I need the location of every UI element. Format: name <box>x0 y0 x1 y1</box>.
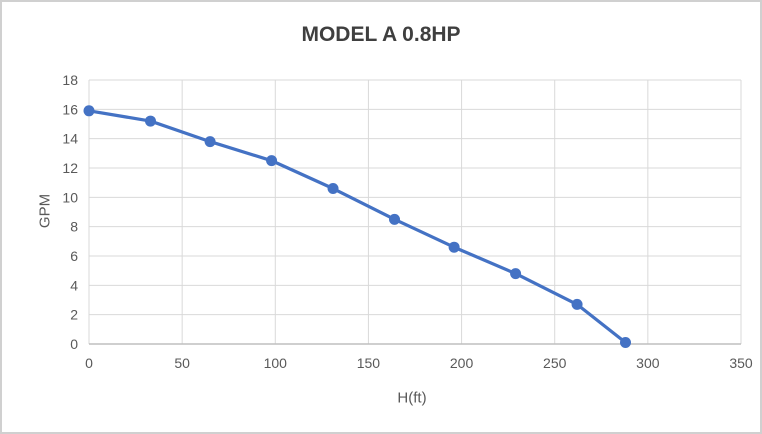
y-tick-label: 18 <box>62 72 78 88</box>
x-tick-label: 350 <box>729 355 753 371</box>
y-tick-label: 10 <box>62 189 78 205</box>
data-point-marker <box>83 105 95 117</box>
data-point-marker <box>448 241 460 253</box>
x-tick-label: 250 <box>543 355 567 371</box>
x-tick-label: 150 <box>357 355 381 371</box>
x-tick-label: 300 <box>636 355 660 371</box>
data-point-marker <box>389 213 401 225</box>
chart-title: MODEL A 0.8HP <box>301 23 461 46</box>
y-tick-label: 8 <box>70 219 78 235</box>
data-point-marker <box>144 115 156 127</box>
data-point-marker <box>620 337 632 349</box>
x-tick-label: 0 <box>85 355 93 371</box>
series-line <box>87 109 628 345</box>
y-tick-label: 4 <box>70 277 78 293</box>
y-axis-title: GPM <box>36 193 54 229</box>
y-tick-label: 12 <box>62 160 78 176</box>
data-point-marker <box>204 136 216 148</box>
data-point-marker <box>510 268 522 280</box>
data-point-marker <box>327 183 339 195</box>
y-tick-label: 0 <box>70 336 78 352</box>
y-tick-label: 2 <box>70 307 78 323</box>
x-tick-label: 50 <box>174 355 190 371</box>
x-axis-title: H(ft) <box>397 389 427 407</box>
x-tick-label: 100 <box>264 355 288 371</box>
data-point-marker <box>571 298 583 310</box>
y-tick-label: 6 <box>70 248 78 264</box>
y-tick-label: 16 <box>62 101 78 117</box>
x-tick-label: 200 <box>450 355 474 371</box>
data-point-marker <box>266 155 278 167</box>
y-tick-label: 14 <box>62 131 78 147</box>
